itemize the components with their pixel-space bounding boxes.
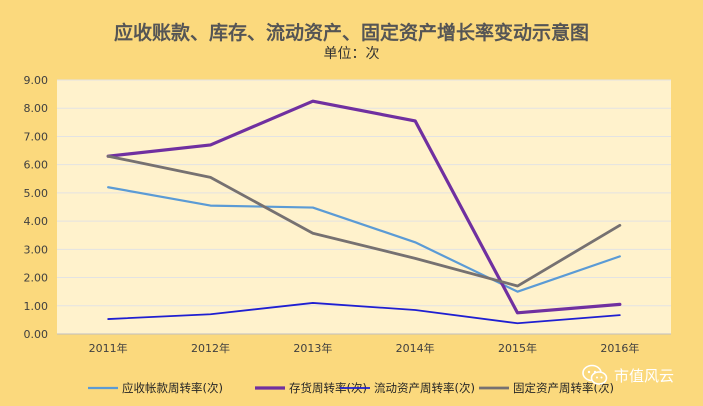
x-tick-label: 2015年 xyxy=(498,341,537,355)
chart-title: 应收账款、库存、流动资产、固定资产增长率变动示意图 xyxy=(113,22,589,44)
y-tick-label: 2.00 xyxy=(24,272,49,285)
series-line xyxy=(106,154,622,288)
x-tick-label: 2013年 xyxy=(293,341,332,355)
y-tick-label: 4.00 xyxy=(24,215,49,228)
y-tick-label: 7.00 xyxy=(24,130,49,143)
watermark: 市值风云 xyxy=(582,363,674,387)
y-tick-label: 0.00 xyxy=(24,328,49,341)
x-tick-label: 2011年 xyxy=(89,341,128,355)
series-line xyxy=(107,302,621,325)
y-tick-label: 1.00 xyxy=(24,300,49,313)
y-tick-label: 9.00 xyxy=(24,74,49,87)
watermark-text: 市值风云 xyxy=(614,366,675,385)
plot-area xyxy=(57,80,671,334)
x-tick-label: 2012年 xyxy=(191,341,230,355)
x-tick-label: 2014年 xyxy=(396,341,435,355)
x-tick-label: 2016年 xyxy=(600,341,639,355)
wechat-icon xyxy=(582,364,608,385)
chart-subtitle: 单位：次 xyxy=(323,46,380,62)
y-tick-label: 8.00 xyxy=(24,102,49,115)
series-line xyxy=(106,99,622,315)
legend-label: 流动资产周转率(次) xyxy=(374,381,475,395)
y-tick-label: 6.00 xyxy=(24,159,49,172)
y-tick-label: 5.00 xyxy=(24,187,49,200)
series-line xyxy=(107,186,621,293)
y-tick-label: 3.00 xyxy=(24,243,49,256)
legend-label: 固定资产周转率(次) xyxy=(513,381,614,395)
legend-label: 存货周转率(次) xyxy=(289,381,367,395)
legend-label: 应收帐款周转率(次) xyxy=(122,381,223,395)
